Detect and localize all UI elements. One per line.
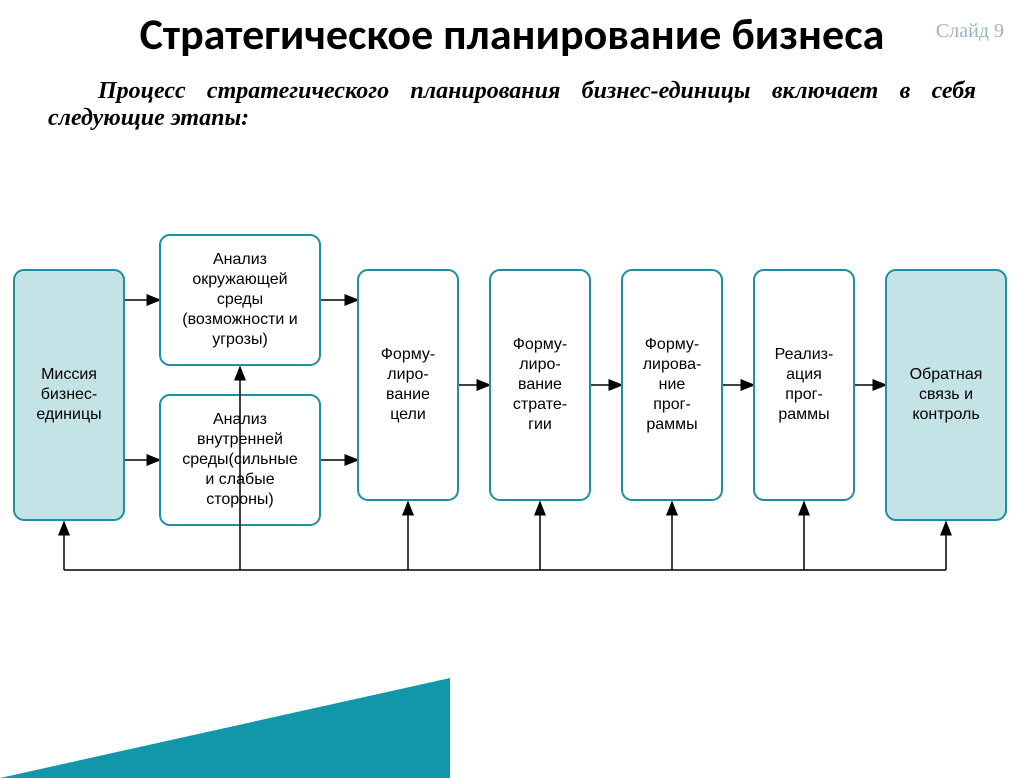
box-label-program-3: прог- (653, 396, 691, 413)
box-label-goal-0: Форму- (381, 346, 435, 363)
box-label-mission-0: Миссия (41, 366, 97, 383)
decorative-triangle (0, 678, 450, 778)
box-label-goal-2: вание (386, 386, 430, 403)
box-label-goal-3: цели (390, 406, 426, 423)
box-label-program-1: лирова- (643, 356, 702, 373)
box-label-impl-1: ация (786, 366, 822, 383)
box-label-strategy-0: Форму- (513, 336, 567, 353)
box-label-env-2: среды (217, 291, 263, 308)
slide-number: Слайд 9 (936, 20, 1004, 43)
flow-diagram: Миссия бизнес-единицы Анализ окружающей сред… (0, 230, 1024, 650)
box-label-mission-1: бизнес- (41, 386, 98, 403)
box-label-program-0: Форму- (645, 336, 699, 353)
box-label-impl-3: раммы (778, 406, 829, 423)
box-label-strategy-4: гии (528, 416, 552, 433)
box-label-program-2: ние (659, 376, 686, 393)
box-label-impl-0: Реализ- (775, 346, 834, 363)
box-label-strategy-2: вание (518, 376, 562, 393)
box-label-impl-2: прог- (785, 386, 823, 403)
box-label-env-3: (возможности и (182, 311, 298, 328)
box-goal (358, 270, 458, 500)
box-label-env-0: Анализ (213, 251, 267, 268)
box-label-strategy-1: лиро- (519, 356, 560, 373)
box-label-env-4: угрозы) (212, 331, 268, 348)
box-label-feedback-0: Обратная (910, 366, 983, 383)
box-label-program-4: раммы (646, 416, 697, 433)
subtitle-text: Процесс стратегического планирования биз… (48, 78, 976, 132)
box-label-strategy-3: страте- (513, 396, 567, 413)
box-label-mission-2: единицы (36, 406, 101, 423)
box-impl (754, 270, 854, 500)
box-label-env-1: окружающей (192, 271, 287, 288)
page-title: Стратегическое планирование бизнеса (0, 10, 1024, 58)
box-label-feedback-1: связь и (919, 386, 973, 403)
box-label-goal-1: лиро- (387, 366, 428, 383)
box-label-feedback-2: контроль (912, 406, 979, 423)
